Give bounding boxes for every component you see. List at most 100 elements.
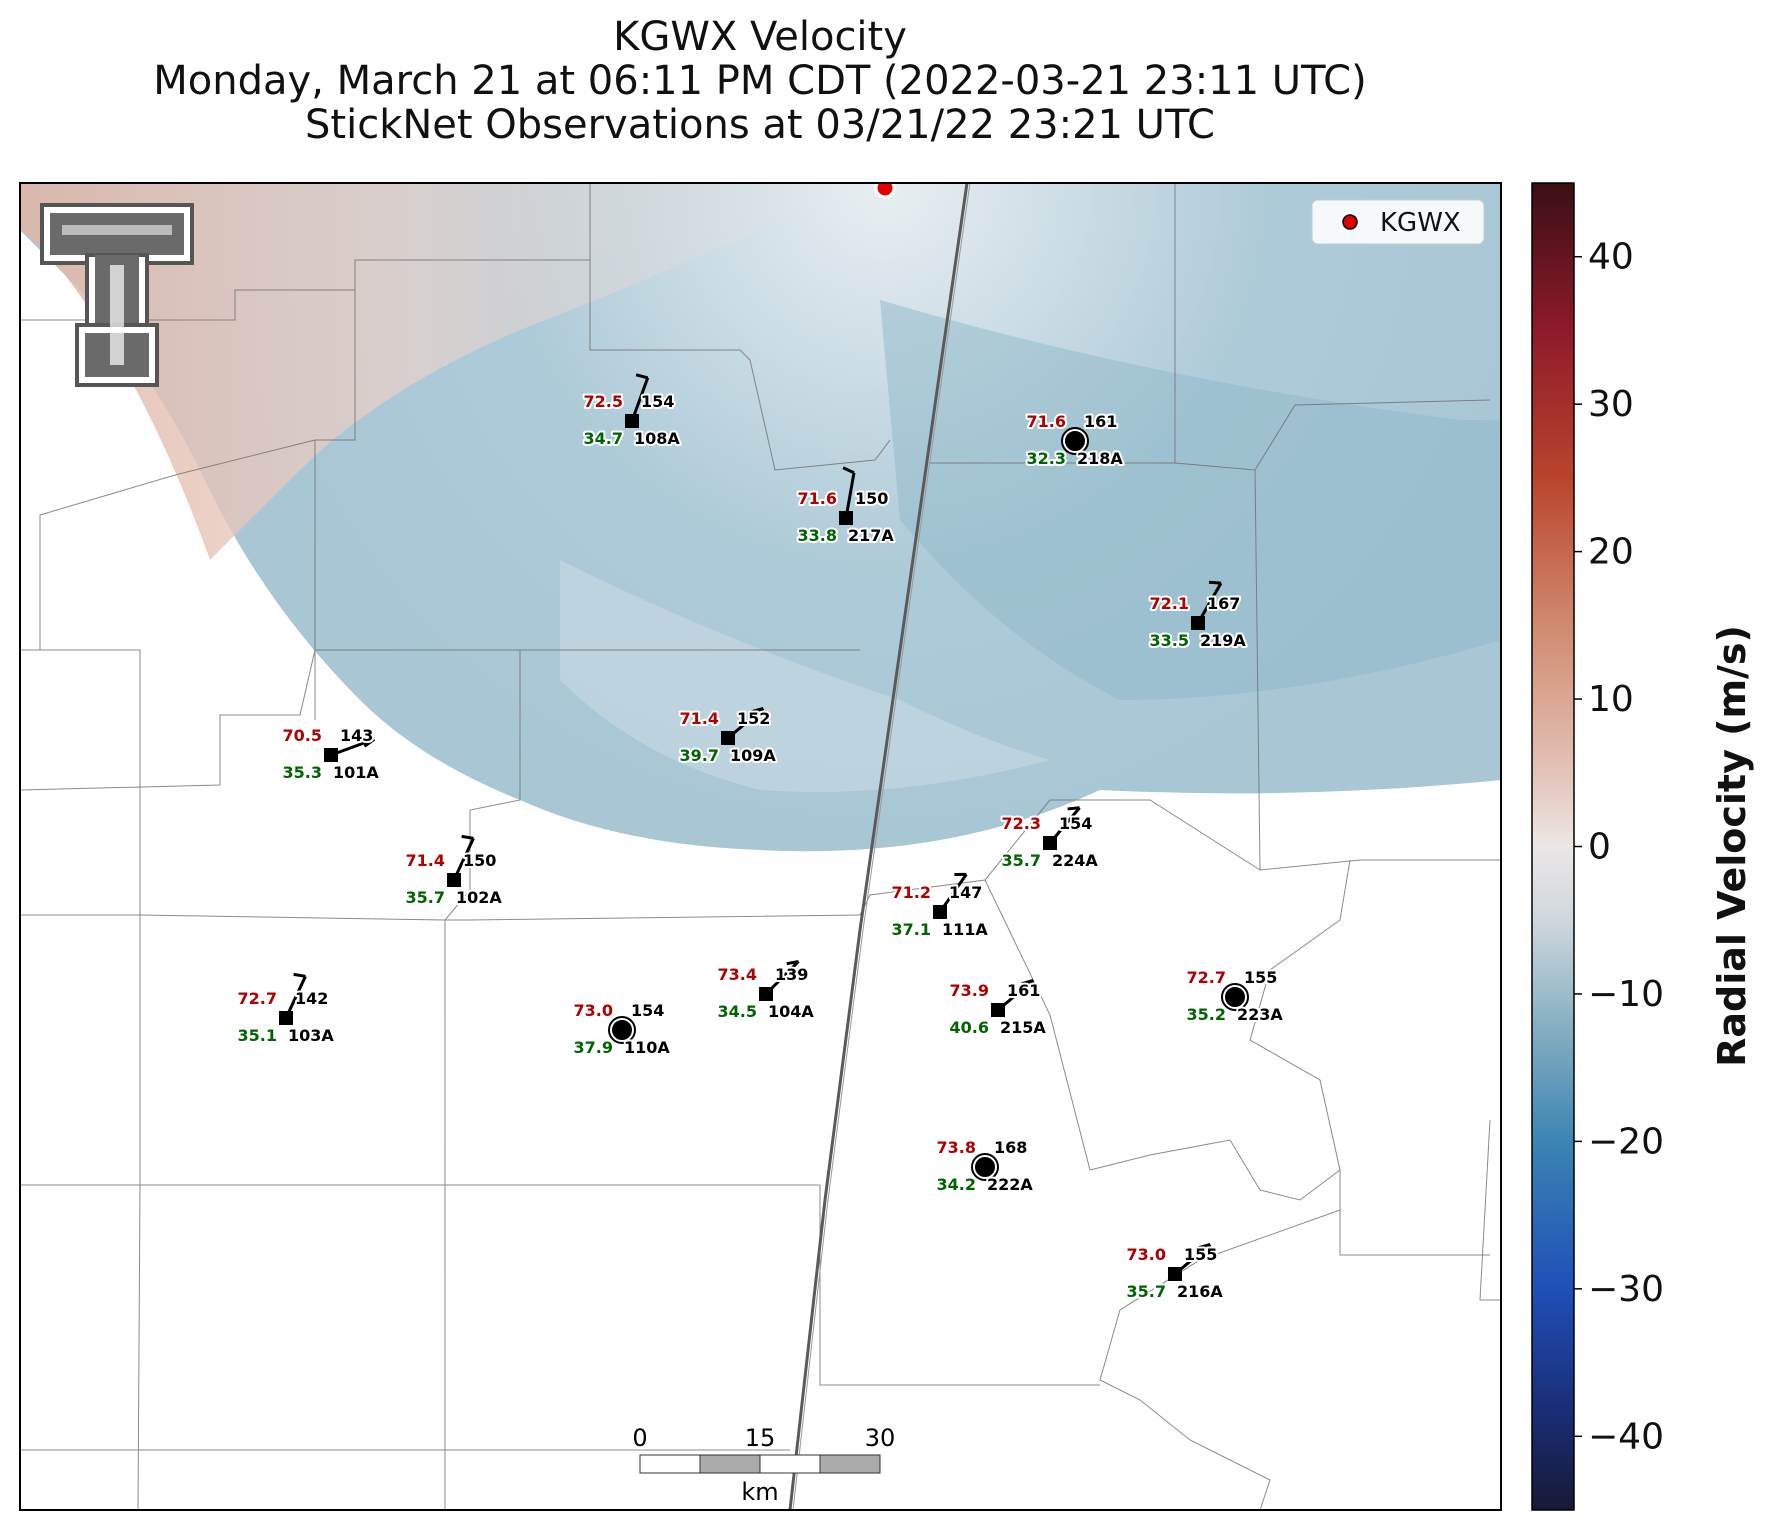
colorbar-ticks: 40 30 20 10 0 −10 −20 −30 −40 — [1574, 237, 1664, 1457]
wind-barb-staff — [844, 472, 856, 519]
colorbar-tick-label: −30 — [1588, 1269, 1664, 1310]
station-pressure: 154 — [641, 392, 674, 411]
station-224a[interactable]: 72.3 154 35.7 224A — [1000, 806, 1100, 872]
station-215a[interactable]: 73.9 161 40.6 215A — [948, 978, 1048, 1039]
county-boundaries — [20, 183, 1501, 1510]
station-pressure: 147 — [949, 883, 982, 902]
station-id: 218A — [1077, 449, 1123, 468]
station-id: 109A — [730, 746, 776, 765]
station-marker — [1191, 616, 1205, 630]
wind-barb-staff — [630, 377, 650, 422]
colorbar-tick-label: 20 — [1588, 532, 1634, 573]
station-temperature: 72.5 — [584, 392, 623, 411]
station-temperature: 72.7 — [1187, 968, 1226, 987]
station-104a[interactable]: 73.4 139 34.5 104A — [716, 959, 816, 1023]
scale-tick-label: 30 — [865, 1424, 896, 1452]
station-marker — [933, 905, 947, 919]
legend-marker — [1342, 214, 1358, 230]
station-222a[interactable]: 73.8 168 34.2 222A — [935, 1136, 1036, 1196]
station-marker-calm — [973, 1155, 997, 1179]
station-pressure: 142 — [295, 989, 328, 1008]
station-temperature: 73.4 — [718, 965, 757, 984]
station-marker — [1168, 1267, 1182, 1281]
map-frame — [19, 182, 1502, 1511]
station-110a[interactable]: 73.0 154 37.9 110A — [572, 999, 673, 1059]
colorbar-tick-label: −20 — [1588, 1121, 1664, 1162]
station-marker-ring — [1061, 427, 1089, 455]
station-marker — [759, 987, 773, 1001]
station-marker — [721, 731, 735, 745]
colorbar-tick-label: 10 — [1588, 679, 1634, 720]
station-218a[interactable]: 71.6 161 32.3 218A — [1025, 410, 1126, 470]
station-id: 224A — [1052, 851, 1098, 870]
station-marker-calm — [1063, 429, 1087, 453]
wind-barb-flag — [363, 738, 376, 748]
station-pressure: 152 — [737, 709, 770, 728]
station-temperature: 73.0 — [574, 1001, 613, 1020]
scale-tick-label: 15 — [745, 1424, 776, 1452]
station-dewpoint: 33.8 — [798, 526, 837, 545]
station-temperature: 71.4 — [406, 851, 445, 870]
station-101a[interactable]: 70.5 143 35.3 101A — [281, 724, 382, 784]
colorbar-tick-label: 40 — [1588, 237, 1634, 278]
station-marker — [625, 414, 639, 428]
colorbar-tick-label: −10 — [1588, 974, 1664, 1015]
station-temperature: 71.4 — [680, 709, 719, 728]
station-id: 223A — [1237, 1005, 1283, 1024]
station-marker-ring — [971, 1153, 999, 1181]
wind-barb-flag — [461, 834, 474, 840]
station-temperature: 70.5 — [283, 726, 322, 745]
station-marker-calm — [1223, 985, 1247, 1009]
station-dewpoint: 40.6 — [950, 1018, 989, 1037]
station-temperature: 71.6 — [798, 489, 837, 508]
colorbar-tick-label: 30 — [1588, 384, 1634, 425]
station-dewpoint: 32.3 — [1027, 449, 1066, 468]
scale-unit-label: km — [741, 1478, 778, 1506]
station-219a[interactable]: 72.1 167 33.5 219A — [1148, 580, 1248, 652]
station-marker-ring — [1221, 983, 1249, 1011]
station-217a[interactable]: 71.6 150 33.8 217A — [796, 466, 896, 547]
wind-barb-staff — [330, 737, 375, 757]
station-marker — [447, 873, 461, 887]
station-111a[interactable]: 71.2 147 37.1 111A — [890, 872, 990, 941]
wind-barb-flag — [293, 972, 306, 978]
station-marker-ring — [608, 1016, 636, 1044]
texas-tech-logo-icon — [40, 203, 194, 387]
scale-bar: 0 15 30 km — [632, 1424, 895, 1506]
station-marker — [1043, 836, 1057, 850]
station-id: 222A — [987, 1175, 1033, 1194]
station-dewpoint: 34.2 — [937, 1175, 976, 1194]
station-108a[interactable]: 72.5 154 34.7 108A — [582, 373, 682, 450]
station-216a[interactable]: 73.0 155 35.7 216A — [1125, 1242, 1225, 1303]
station-id: 219A — [1200, 631, 1246, 650]
station-temperature: 71.6 — [1027, 412, 1066, 431]
station-dewpoint: 37.9 — [574, 1038, 613, 1057]
colorbar-tick-label: −40 — [1588, 1416, 1664, 1457]
station-temperature: 72.3 — [1002, 814, 1041, 833]
wind-barb-flag — [1198, 1242, 1211, 1250]
station-temperature: 72.7 — [238, 989, 277, 1008]
station-103a[interactable]: 72.7 142 35.1 103A — [236, 972, 336, 1047]
wind-barb-flag — [635, 373, 649, 380]
station-102a[interactable]: 71.4 150 35.7 102A — [404, 834, 504, 909]
state-boundary-line — [788, 183, 969, 1510]
station-marker-calm — [610, 1018, 634, 1042]
station-layer: 72.5 154 34.7 108A 71.6 161 32.3 218A 71.6 150 33.… — [236, 373, 1286, 1303]
station-id: 110A — [624, 1038, 670, 1057]
station-id: 103A — [288, 1026, 334, 1045]
wind-barb-flag — [1021, 978, 1034, 986]
wind-barb-flag — [1208, 580, 1222, 585]
station-temperature: 73.8 — [937, 1138, 976, 1157]
station-dewpoint: 35.2 — [1187, 1005, 1226, 1024]
wind-barb-flag — [1067, 806, 1080, 811]
station-109a[interactable]: 71.4 152 39.7 109A — [678, 706, 778, 767]
wind-barb-flag — [842, 466, 855, 475]
station-marker — [279, 1011, 293, 1025]
station-id: 217A — [848, 526, 894, 545]
wind-barb-flag — [751, 706, 764, 714]
station-pressure: 154 — [1059, 814, 1092, 833]
station-pressure: 167 — [1207, 594, 1240, 613]
station-id: 102A — [456, 888, 502, 907]
station-223a[interactable]: 72.7 155 35.2 223A — [1185, 966, 1286, 1026]
